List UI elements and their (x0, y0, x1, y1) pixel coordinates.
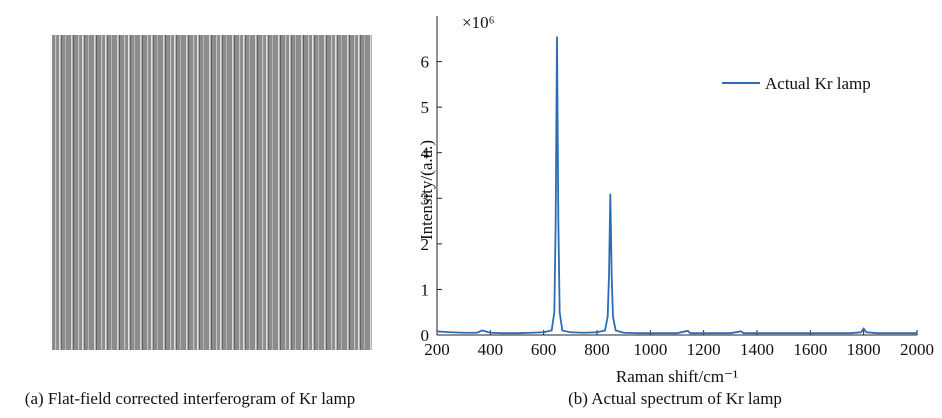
x-tick-label: 400 (478, 340, 504, 359)
x-tick-label: 800 (584, 340, 610, 359)
x-tick-label: 1400 (740, 340, 774, 359)
x-tick-label: 1600 (793, 340, 827, 359)
y-tick-label: 1 (421, 280, 430, 299)
interferogram-image (52, 35, 372, 350)
y-tick-label: 2 (421, 235, 430, 254)
y-tick-label: 6 (421, 53, 430, 72)
x-tick-label: 1200 (687, 340, 721, 359)
x-tick-label: 2000 (900, 340, 934, 359)
image-caption: (a) Flat-field corrected interferogram o… (25, 389, 355, 408)
figure: (a) Flat-field corrected interferogram o… (0, 0, 942, 413)
y-multiplier: ×10⁶ (462, 13, 495, 32)
x-axis-label: Raman shift/cm⁻¹ (616, 367, 738, 386)
x-tick-label: 600 (531, 340, 557, 359)
legend-label: Actual Kr lamp (765, 74, 871, 93)
x-tick-label: 1800 (847, 340, 881, 359)
x-tick-label: 1000 (633, 340, 667, 359)
y-tick-label: 5 (421, 98, 430, 117)
y-tick-label: 3 (421, 189, 430, 208)
y-tick-label: 4 (421, 144, 430, 163)
chart-caption: (b) Actual spectrum of Kr lamp (568, 389, 782, 408)
x-tick-label: 200 (424, 340, 450, 359)
